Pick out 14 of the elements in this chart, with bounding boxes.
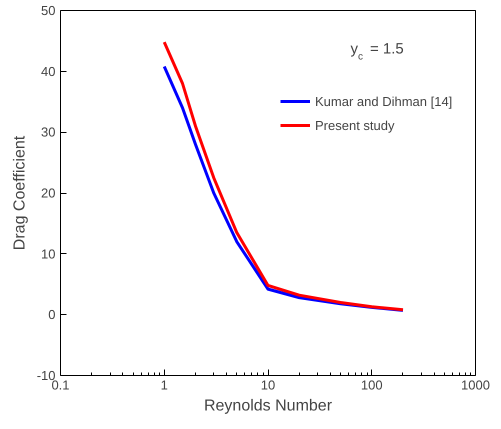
legend-label: Kumar and Dihman [14]	[315, 94, 452, 108]
x-tick-label: 100	[360, 378, 383, 392]
x-axis-title: Reynolds Number	[204, 398, 333, 414]
y-tick-label: 0	[48, 307, 56, 322]
x-tick-label: 1000	[461, 378, 490, 392]
y-tick-label: 10	[41, 246, 56, 262]
y-tick-label: 30	[41, 124, 56, 140]
y-tick-label: 40	[41, 64, 56, 79]
y-axis-title: Drag Coefficient	[12, 135, 29, 250]
x-tick-label: 10	[260, 378, 276, 392]
legend-label: Present study	[315, 118, 394, 132]
x-tick-label: 1	[160, 378, 168, 392]
y-tick-label: 20	[41, 186, 56, 200]
y-tick-label: 50	[41, 3, 56, 18]
